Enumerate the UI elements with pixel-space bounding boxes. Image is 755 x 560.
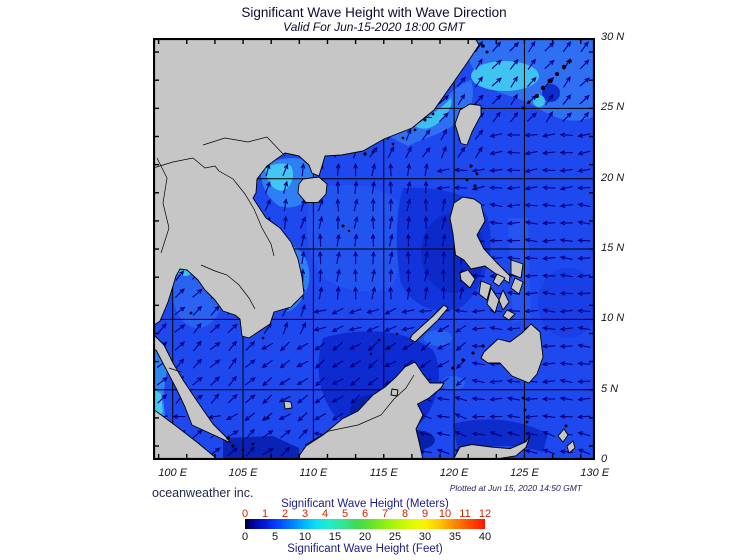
islet-dots <box>189 44 572 452</box>
meters-tick: 11 <box>459 508 471 520</box>
land-halmahera-2 <box>566 440 576 454</box>
lon-label: 125 E <box>510 467 539 479</box>
land-masbate <box>492 273 506 287</box>
land-layer <box>153 38 576 460</box>
meters-tick: 4 <box>321 508 329 520</box>
country-borders <box>153 136 415 446</box>
land-islet-nw-borneo <box>390 388 399 397</box>
meters-tick: 6 <box>361 508 369 520</box>
land-luzon <box>449 196 511 284</box>
land-palawan <box>409 304 449 343</box>
land-taiwan <box>454 103 482 146</box>
feet-tick: 20 <box>358 531 372 543</box>
map-frame <box>153 38 595 460</box>
land-borneo <box>298 361 445 460</box>
land-cebu <box>498 289 510 311</box>
meters-tick: 1 <box>261 508 269 520</box>
meters-tick: 7 <box>381 508 389 520</box>
credit-oceanweather: oceanweather inc. <box>152 486 254 500</box>
chart-valid-time: Valid For Jun-15-2020 18:00 GMT <box>283 20 465 34</box>
land-mindoro <box>459 269 476 289</box>
lat-label: 25 N <box>601 101 625 114</box>
meters-tick: 0 <box>241 508 249 520</box>
lat-label: 10 N <box>601 312 625 325</box>
lat-label: 5 N <box>601 382 619 395</box>
chart-title: Significant Wave Height with Wave Direct… <box>241 5 507 20</box>
meters-tick: 2 <box>281 508 289 520</box>
land-hainan <box>297 176 328 203</box>
meters-tick: 5 <box>341 508 349 520</box>
land-mindanao <box>480 323 544 384</box>
land-panay <box>478 280 492 301</box>
land-malay-peninsula <box>153 333 231 443</box>
legend-title-meters: Significant Wave Height (Meters) <box>281 498 449 510</box>
feet-tick: 10 <box>298 531 312 543</box>
lon-label: 120 E <box>439 467 469 479</box>
feet-tick: 35 <box>448 531 462 543</box>
plotted-timestamp: Plotted at Jun 15, 2020 14:50 GMT <box>449 483 582 493</box>
lat-label: 0 <box>601 453 608 466</box>
lat-label: 20 N <box>601 171 625 184</box>
lon-label: 110 E <box>299 467 328 479</box>
land-natuna <box>283 400 293 410</box>
lon-label: 100 E <box>158 467 188 479</box>
feet-tick: 30 <box>418 531 432 543</box>
map-canvas <box>153 38 595 460</box>
lon-label: 105 E <box>228 467 258 479</box>
feet-tick: 15 <box>328 531 342 543</box>
meters-tick: 3 <box>301 508 309 520</box>
feet-tick: 5 <box>271 531 279 543</box>
land-samar <box>510 259 524 279</box>
feet-tick: 40 <box>478 531 492 543</box>
lat-label: 30 N <box>601 31 625 43</box>
meters-tick: 10 <box>438 508 452 520</box>
lat-label: 15 N <box>601 242 625 255</box>
lon-label: 130 E <box>580 467 610 479</box>
meters-tick: 9 <box>421 508 429 520</box>
feet-tick: 0 <box>241 531 249 543</box>
legend-colorbar <box>245 519 485 529</box>
land-asia-mainland <box>153 38 480 339</box>
meters-tick: 8 <box>401 508 409 520</box>
land-leyte <box>510 277 524 295</box>
land-halmahera <box>557 428 569 443</box>
legend-title-feet: Significant Wave Height (Feet) <box>287 543 443 555</box>
land-negros <box>486 287 500 314</box>
meters-tick: 12 <box>478 508 492 520</box>
lon-label: 115 E <box>369 467 398 479</box>
feet-tick: 25 <box>388 531 402 543</box>
land-bohol <box>502 309 516 321</box>
